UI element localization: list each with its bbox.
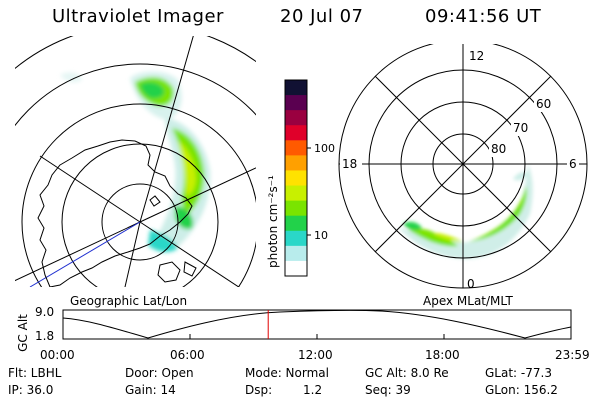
mlt-label-18: 18 <box>342 157 357 171</box>
colorbar-swatch <box>285 245 307 262</box>
colorbar-swatch <box>285 185 307 202</box>
noon-meridian-line <box>29 221 141 287</box>
colorbar-swatch <box>285 170 307 187</box>
right-panel-caption: Apex MLat/MLT <box>423 294 513 308</box>
geographic-map <box>15 36 256 287</box>
info-filter: Flt: LBHL <box>8 366 62 380</box>
coastline-islet <box>183 261 197 277</box>
colorbar-swatch <box>285 80 307 96</box>
info-gc-alt: GC Alt: 8.0 Re <box>365 366 449 380</box>
colorbar-tick-10: 10 <box>314 229 328 242</box>
left-panel-caption: Geographic Lat/Lon <box>70 294 188 308</box>
mlat-label-70: 70 <box>513 121 528 135</box>
colorbar-swatch <box>285 200 307 217</box>
colorbar-swatch <box>285 155 307 172</box>
info-dsp-label: Dsp: <box>245 383 273 397</box>
info-mode: Mode: Normal <box>245 366 329 380</box>
info-glon: GLon: 156.2 <box>485 383 558 397</box>
colorbar-swatch <box>285 215 307 232</box>
time-label: 09:41:56 UT <box>425 6 542 27</box>
mlt-label-6: 6 <box>569 157 577 171</box>
mlt-label-0: 0 <box>467 277 475 291</box>
timeline-ticks <box>189 334 445 339</box>
timeline-x-label-2: 12:00 <box>298 348 333 362</box>
timeline-x-label-3: 18:00 <box>425 348 460 362</box>
colorbar-swatch <box>285 125 307 141</box>
info-door: Door: Open <box>125 366 194 380</box>
coastline-fragment <box>149 195 161 207</box>
aurora-emission-magnetic <box>398 164 533 259</box>
longitude-lines <box>15 36 256 287</box>
mlat-label-80: 80 <box>491 142 506 156</box>
intensity-colorbar: 100 10 photon cm⁻²s⁻¹ <box>266 79 335 277</box>
colorbar-unit-label: photon cm⁻²s⁻¹ <box>266 175 280 268</box>
info-glat: GLat: -77.3 <box>485 366 552 380</box>
magnetic-polar-plot: 12 18 6 0 60 70 80 <box>338 44 588 291</box>
mlat-label-60: 60 <box>536 97 551 111</box>
info-ip: IP: 36.0 <box>8 383 54 397</box>
coastline-island <box>157 261 181 283</box>
altitude-timeline <box>62 309 572 340</box>
colorbar-swatch <box>285 140 307 156</box>
timeline-x-label-4: 23:59 <box>555 348 590 362</box>
aurora-emission-geographic <box>60 71 211 252</box>
timeline-y-top: 9.0 <box>35 305 55 319</box>
timeline-x-label-1: 06:00 <box>170 348 205 362</box>
colorbar-swatch <box>285 260 307 277</box>
colorbar-swatch <box>285 110 307 126</box>
colorbar-swatch <box>285 95 307 111</box>
info-dsp-value: 1.2 <box>303 383 323 397</box>
coastline-antarctica <box>37 139 193 287</box>
timeline-x-label-0: 00:00 <box>40 348 75 362</box>
instrument-title: Ultraviolet Imager <box>52 6 224 27</box>
colorbar-tick-100: 100 <box>314 142 335 155</box>
altitude-curve <box>62 309 572 339</box>
timeline-y-bottom: 1.8 <box>35 329 55 343</box>
info-gain: Gain: 14 <box>125 383 176 397</box>
colorbar-swatch <box>285 230 307 247</box>
latitude-circles <box>15 36 256 287</box>
date-label: 20 Jul 07 <box>280 6 364 27</box>
mlt-label-12: 12 <box>469 49 484 63</box>
colorbar-swatches <box>285 80 307 277</box>
info-seq: Seq: 39 <box>365 383 411 397</box>
mlt-lines <box>339 44 587 288</box>
